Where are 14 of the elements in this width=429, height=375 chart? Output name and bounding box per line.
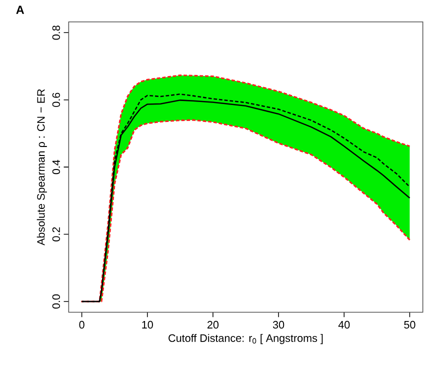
text: A bbox=[16, 6, 24, 14]
y-tick-label: 0.0 bbox=[52, 294, 60, 309]
x-tick-label: 10 bbox=[142, 321, 153, 329]
x-tick-label: 50 bbox=[404, 321, 416, 329]
x-tick-label: 20 bbox=[207, 321, 219, 329]
y-tick-label: 0.2 bbox=[52, 227, 60, 242]
x-tick-label: 0 bbox=[79, 321, 84, 329]
y-tick-label: 0.4 bbox=[52, 160, 60, 174]
y-axis-title: Absolute Spearman ρ : CN − ER bbox=[36, 89, 47, 246]
y-tick-label: 0.6 bbox=[52, 92, 60, 108]
x-tick-label: 40 bbox=[338, 321, 350, 329]
y-tick-label: 0.8 bbox=[52, 26, 60, 40]
x-tick-label: 30 bbox=[272, 321, 284, 329]
x-axis-title: Cutoff Distance: r$_{0}$ [ Angstroms ] bbox=[168, 334, 323, 344]
